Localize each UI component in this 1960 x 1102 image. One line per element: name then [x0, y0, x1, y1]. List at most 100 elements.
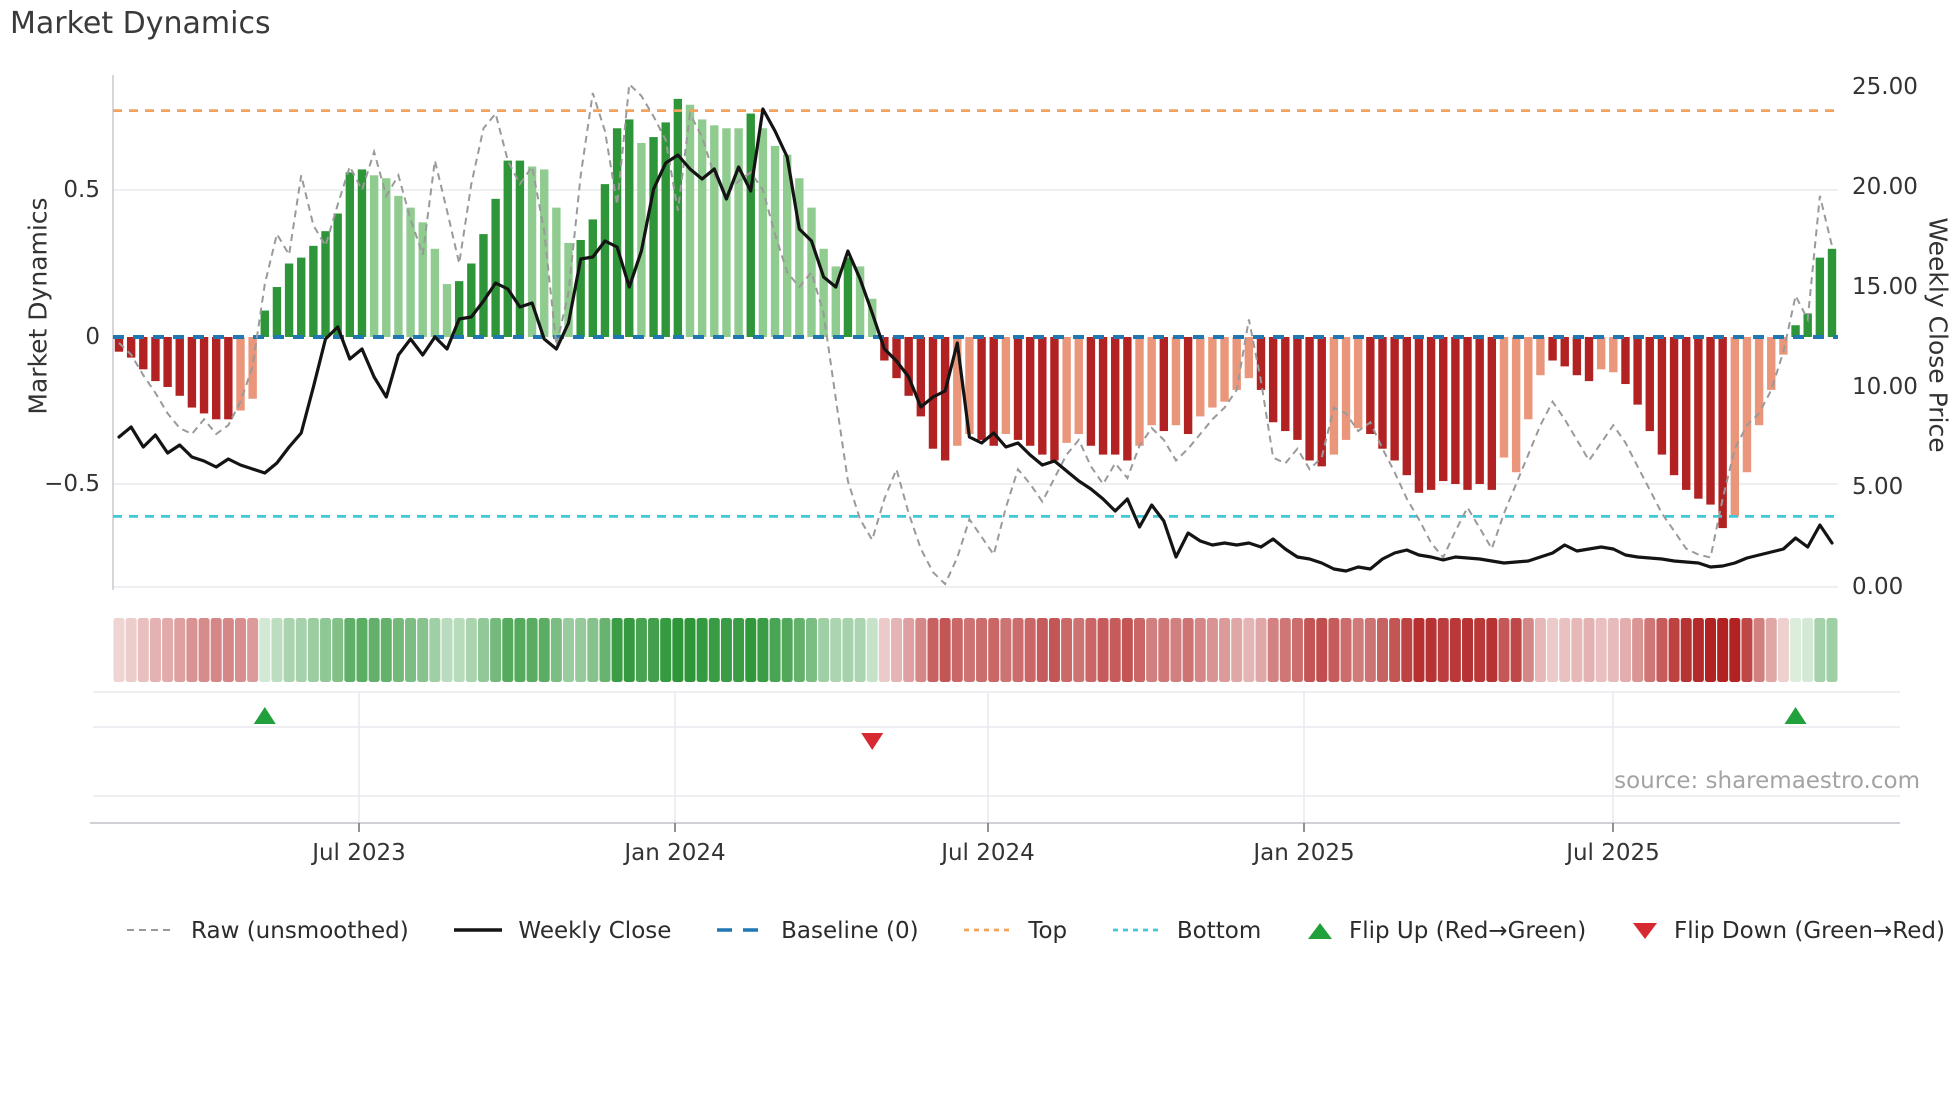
- oscillator-bar: [1584, 337, 1594, 382]
- oscillator-bar: [333, 213, 342, 337]
- oscillator-bar: [1487, 337, 1497, 490]
- heatmap-cell: [538, 618, 550, 682]
- heatmap-cell: [854, 618, 866, 682]
- left-axis-tick-label: 0: [85, 324, 100, 350]
- heatmap-cell: [174, 618, 186, 682]
- heatmap-cell: [672, 618, 684, 682]
- oscillator-bar: [673, 98, 683, 337]
- heatmap-cell: [1267, 618, 1279, 682]
- oscillator-bar: [479, 234, 488, 337]
- heatmap-cell: [1777, 618, 1789, 682]
- heatmap-cell: [818, 618, 830, 682]
- oscillator-bar: [977, 337, 986, 440]
- top-line-swatch: [964, 928, 1013, 932]
- oscillator-bar: [1621, 337, 1630, 385]
- heatmap-cell: [356, 618, 368, 682]
- heatmap-cell: [234, 618, 246, 682]
- right-axis-tick-label: 25.00: [1852, 74, 1918, 100]
- legend-item: Bottom: [1111, 918, 1261, 944]
- heatmap-cell: [1462, 618, 1474, 682]
- heatmap-cell: [1692, 618, 1704, 682]
- heatmap-cell: [976, 618, 988, 682]
- oscillator-bar: [1159, 337, 1169, 432]
- heatmap-cell: [1680, 618, 1692, 682]
- heatmap-cell: [1413, 618, 1425, 682]
- heatmap-cell: [793, 618, 805, 682]
- heatmap-cell: [490, 618, 502, 682]
- oscillator-bar: [1742, 337, 1752, 473]
- heatmap-cell: [781, 618, 793, 682]
- heatmap-cell: [1729, 618, 1741, 682]
- oscillator-bar: [114, 337, 124, 352]
- oscillator-bar: [722, 128, 731, 337]
- heatmap-cell: [1644, 618, 1656, 682]
- heatmap-cell: [1061, 618, 1073, 682]
- oscillator-bar: [1341, 337, 1351, 440]
- oscillator-bar: [928, 337, 938, 449]
- heatmap-cell: [1036, 618, 1048, 682]
- heatmap-cell: [769, 618, 781, 682]
- oscillator-bar: [734, 128, 743, 337]
- flip-up-triangle-icon: [1308, 923, 1332, 939]
- heatmap-cell: [757, 618, 769, 682]
- legend-item: Flip Down (Green→Red): [1630, 918, 1945, 944]
- heatmap-cell: [1498, 618, 1510, 682]
- oscillator-bar: [819, 248, 828, 337]
- heatmap-cell: [830, 618, 842, 682]
- heatmap-cell: [684, 618, 696, 682]
- oscillator-bar: [710, 125, 719, 337]
- heatmap-cell: [1741, 618, 1753, 682]
- oscillator-bar: [1329, 337, 1339, 455]
- heatmap-cell: [465, 618, 477, 682]
- oscillator-bar: [564, 242, 573, 337]
- oscillator-bar: [1694, 337, 1703, 499]
- oscillator-bar: [1414, 337, 1424, 493]
- heatmap-cell: [842, 618, 854, 682]
- oscillator-bar: [357, 169, 367, 337]
- heatmap-cell: [125, 618, 137, 682]
- flip-down-triangle-icon: [1632, 923, 1657, 939]
- heatmap-cell: [210, 618, 222, 682]
- oscillator-bar: [1256, 337, 1266, 390]
- heatmap-cell: [1753, 618, 1765, 682]
- legend-item: Weekly Close: [452, 918, 671, 944]
- heatmap-cell: [1814, 618, 1826, 682]
- oscillator-bar: [746, 113, 755, 337]
- oscillator-bar: [187, 337, 197, 408]
- heatmap-cell: [1279, 618, 1291, 682]
- oscillator-bar: [1317, 337, 1326, 467]
- left-axis-tick-label: −0.5: [44, 471, 100, 497]
- oscillator-bar: [1827, 248, 1837, 337]
- oscillator-bar: [1499, 337, 1509, 458]
- oscillator-bar: [1426, 337, 1436, 490]
- heatmap-cell: [1765, 618, 1777, 682]
- bottom-line-swatch: [1112, 928, 1161, 932]
- heatmap-cell: [1255, 618, 1267, 682]
- oscillator-bar: [272, 287, 282, 337]
- heatmap-cell: [866, 618, 878, 682]
- oscillator-bar: [1025, 337, 1035, 446]
- heatmap-cell: [247, 618, 259, 682]
- legend: Raw (unsmoothed) Weekly Close Baseline (0)…: [125, 918, 1945, 944]
- legend-item: Baseline (0): [715, 918, 919, 944]
- heatmap-cell: [1705, 618, 1717, 682]
- right-axis-tick-label: 15.00: [1852, 274, 1918, 300]
- oscillator-bar: [916, 337, 926, 417]
- oscillator-bar: [1754, 337, 1764, 426]
- heatmap-cell: [550, 618, 562, 682]
- heatmap-cell: [1571, 618, 1583, 682]
- heatmap-cell: [599, 618, 611, 682]
- x-axis-tick-label: Jul 2024: [941, 840, 1035, 866]
- oscillator-bar: [1451, 337, 1460, 484]
- heatmap-cell: [405, 618, 417, 682]
- oscillator-bar: [1609, 337, 1618, 373]
- oscillator-bar: [1123, 337, 1132, 461]
- oscillator-bar: [697, 119, 707, 337]
- heatmap-cell: [660, 618, 672, 682]
- heatmap-cell: [1510, 618, 1522, 682]
- oscillator-bar: [1305, 337, 1314, 461]
- oscillator-bar: [1730, 337, 1740, 517]
- heatmap-cell: [222, 618, 234, 682]
- oscillator-bar: [625, 119, 634, 337]
- heatmap-cell: [696, 618, 708, 682]
